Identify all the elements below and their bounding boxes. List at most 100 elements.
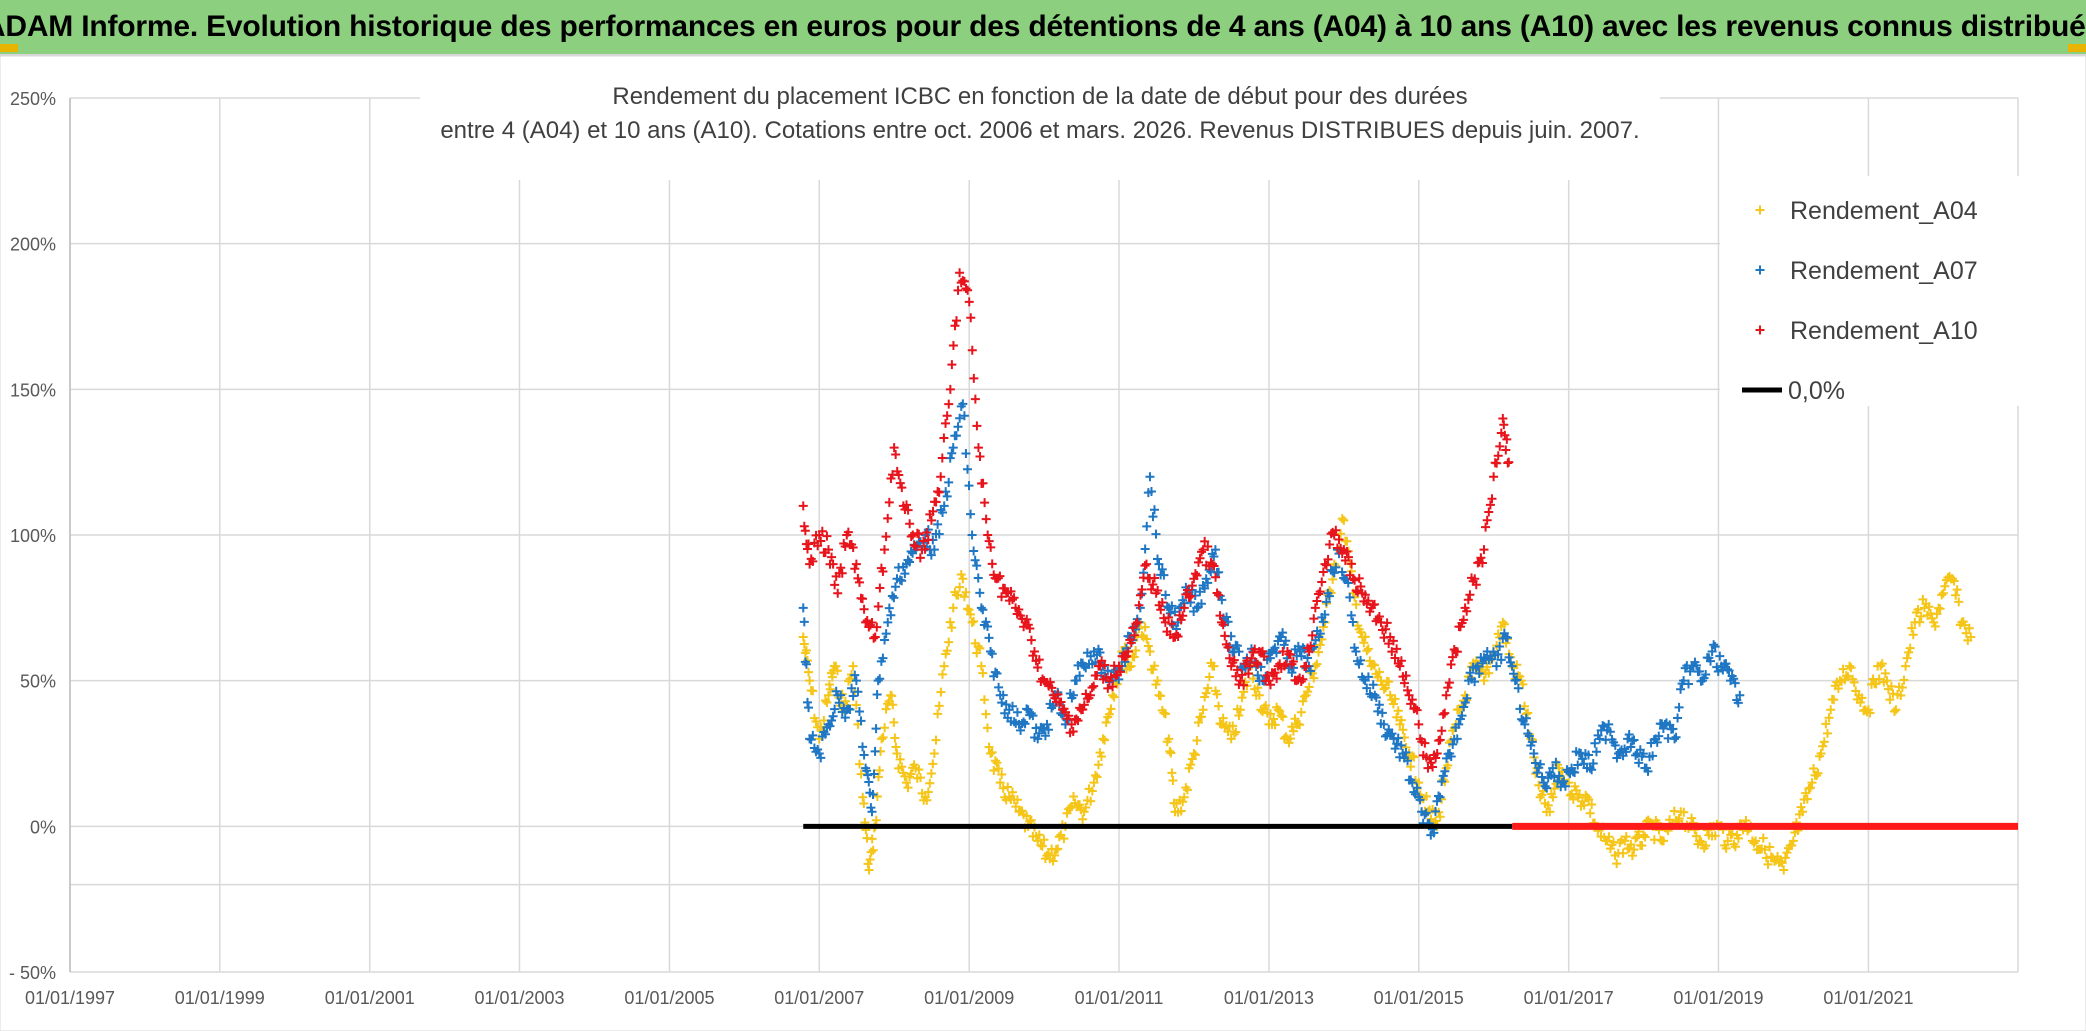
data-point-fill: [1215, 611, 1225, 621]
data-point-fill: [1324, 591, 1334, 601]
data-point: [929, 749, 939, 758]
data-point: [879, 545, 889, 555]
data-point-fill: [1278, 628, 1288, 638]
data-point-fill: [1412, 783, 1422, 793]
data-point-fill: [1384, 677, 1394, 687]
data-point-fill: [1237, 670, 1247, 680]
data-point-fill: [1195, 587, 1205, 597]
data-point: [1901, 661, 1911, 671]
data-point-fill: [897, 576, 907, 586]
data-point: [1273, 705, 1283, 715]
data-point: [1085, 690, 1095, 700]
data-point: [798, 501, 808, 511]
data-point-fill: [1632, 832, 1642, 842]
data-point-fill: [1568, 794, 1578, 804]
data-point-fill: [959, 592, 969, 602]
data-point-fill: [830, 580, 840, 590]
data-point-fill: [1243, 669, 1253, 679]
data-point-fill: [987, 559, 997, 569]
data-point: [1798, 807, 1808, 817]
data-point-fill: [1336, 529, 1346, 539]
data-point-fill: [1211, 572, 1221, 582]
data-point-fill: [897, 483, 907, 493]
data-point-fill: [1247, 653, 1257, 663]
data-point: [964, 297, 974, 307]
data-point-fill: [900, 569, 910, 579]
data-point: [1423, 763, 1433, 773]
data-point-fill: [1462, 693, 1472, 703]
data-point-fill: [1149, 505, 1159, 515]
data-point-fill: [1420, 810, 1430, 820]
data-point-fill: [1220, 631, 1230, 641]
data-point: [958, 574, 968, 584]
data-point-fill: [1251, 657, 1261, 667]
data-point-fill: [1028, 711, 1038, 721]
data-point: [1788, 836, 1798, 846]
data-point-fill: [1787, 841, 1797, 851]
data-point-fill: [1495, 642, 1505, 652]
data-point: [1189, 749, 1199, 758]
data-point-fill: [1612, 753, 1622, 763]
data-point-fill: [1523, 708, 1533, 718]
y-tick-label: 250%: [10, 89, 56, 109]
data-point-fill: [873, 601, 883, 611]
data-point-fill: [1507, 661, 1517, 671]
data-point-fill: [972, 648, 982, 658]
data-point-fill: [1045, 677, 1055, 687]
data-point-fill: [1521, 713, 1531, 723]
data-point-fill: [1809, 764, 1819, 774]
data-point-fill: [980, 498, 990, 508]
data-point-fill: [1039, 835, 1049, 845]
data-point-fill: [1217, 595, 1227, 605]
data-point: [1264, 676, 1274, 686]
data-point-fill: [1287, 722, 1297, 732]
data-point-fill: [1715, 651, 1725, 661]
data-point-fill: [961, 587, 971, 597]
data-point-fill: [1072, 675, 1082, 685]
data-point-fill: [967, 345, 977, 355]
data-point: [976, 661, 986, 671]
data-point-fill: [1874, 674, 1884, 684]
data-point-fill: [799, 521, 809, 531]
data-point-fill: [982, 723, 992, 733]
data-point-fill: [1640, 832, 1650, 842]
data-point-fill: [1393, 706, 1403, 716]
data-point: [1760, 845, 1770, 855]
data-point-fill: [1000, 708, 1010, 718]
data-point-fill: [945, 617, 955, 627]
data-point-fill: [1044, 725, 1054, 735]
data-point-fill: [959, 276, 969, 286]
data-point-fill: [884, 603, 894, 613]
data-point-fill: [1849, 677, 1859, 687]
data-point-fill: [1347, 559, 1357, 569]
data-point-fill: [1459, 702, 1469, 712]
x-tick-label: 01/01/1997: [25, 988, 115, 1008]
data-point-fill: [975, 452, 985, 462]
data-point-fill: [1590, 738, 1600, 748]
data-point-fill: [1531, 769, 1541, 779]
data-point-fill: [1441, 753, 1451, 763]
data-point: [873, 676, 883, 686]
data-point-fill: [1363, 672, 1373, 682]
data-point-fill: [828, 559, 838, 569]
x-tick-label: 01/01/2003: [474, 988, 564, 1008]
x-tick-label: 01/01/2005: [624, 988, 714, 1008]
data-point-fill: [1276, 711, 1286, 721]
data-point-fill: [1156, 605, 1166, 615]
data-point-fill: [1345, 592, 1355, 602]
data-point-fill: [1691, 831, 1701, 841]
data-point-fill: [1913, 604, 1923, 614]
data-point-fill: [1295, 720, 1305, 730]
data-point-fill: [1584, 794, 1594, 804]
banner-accent-right: [2068, 44, 2086, 52]
data-point: [983, 530, 993, 540]
data-point-fill: [822, 531, 832, 541]
data-point-fill: [1323, 554, 1333, 564]
data-point-fill: [970, 394, 980, 404]
data-point-fill: [1342, 547, 1352, 557]
data-point: [798, 603, 808, 613]
data-point: [1079, 807, 1089, 817]
data-point-fill: [1312, 596, 1322, 606]
data-point-fill: [1937, 590, 1947, 600]
